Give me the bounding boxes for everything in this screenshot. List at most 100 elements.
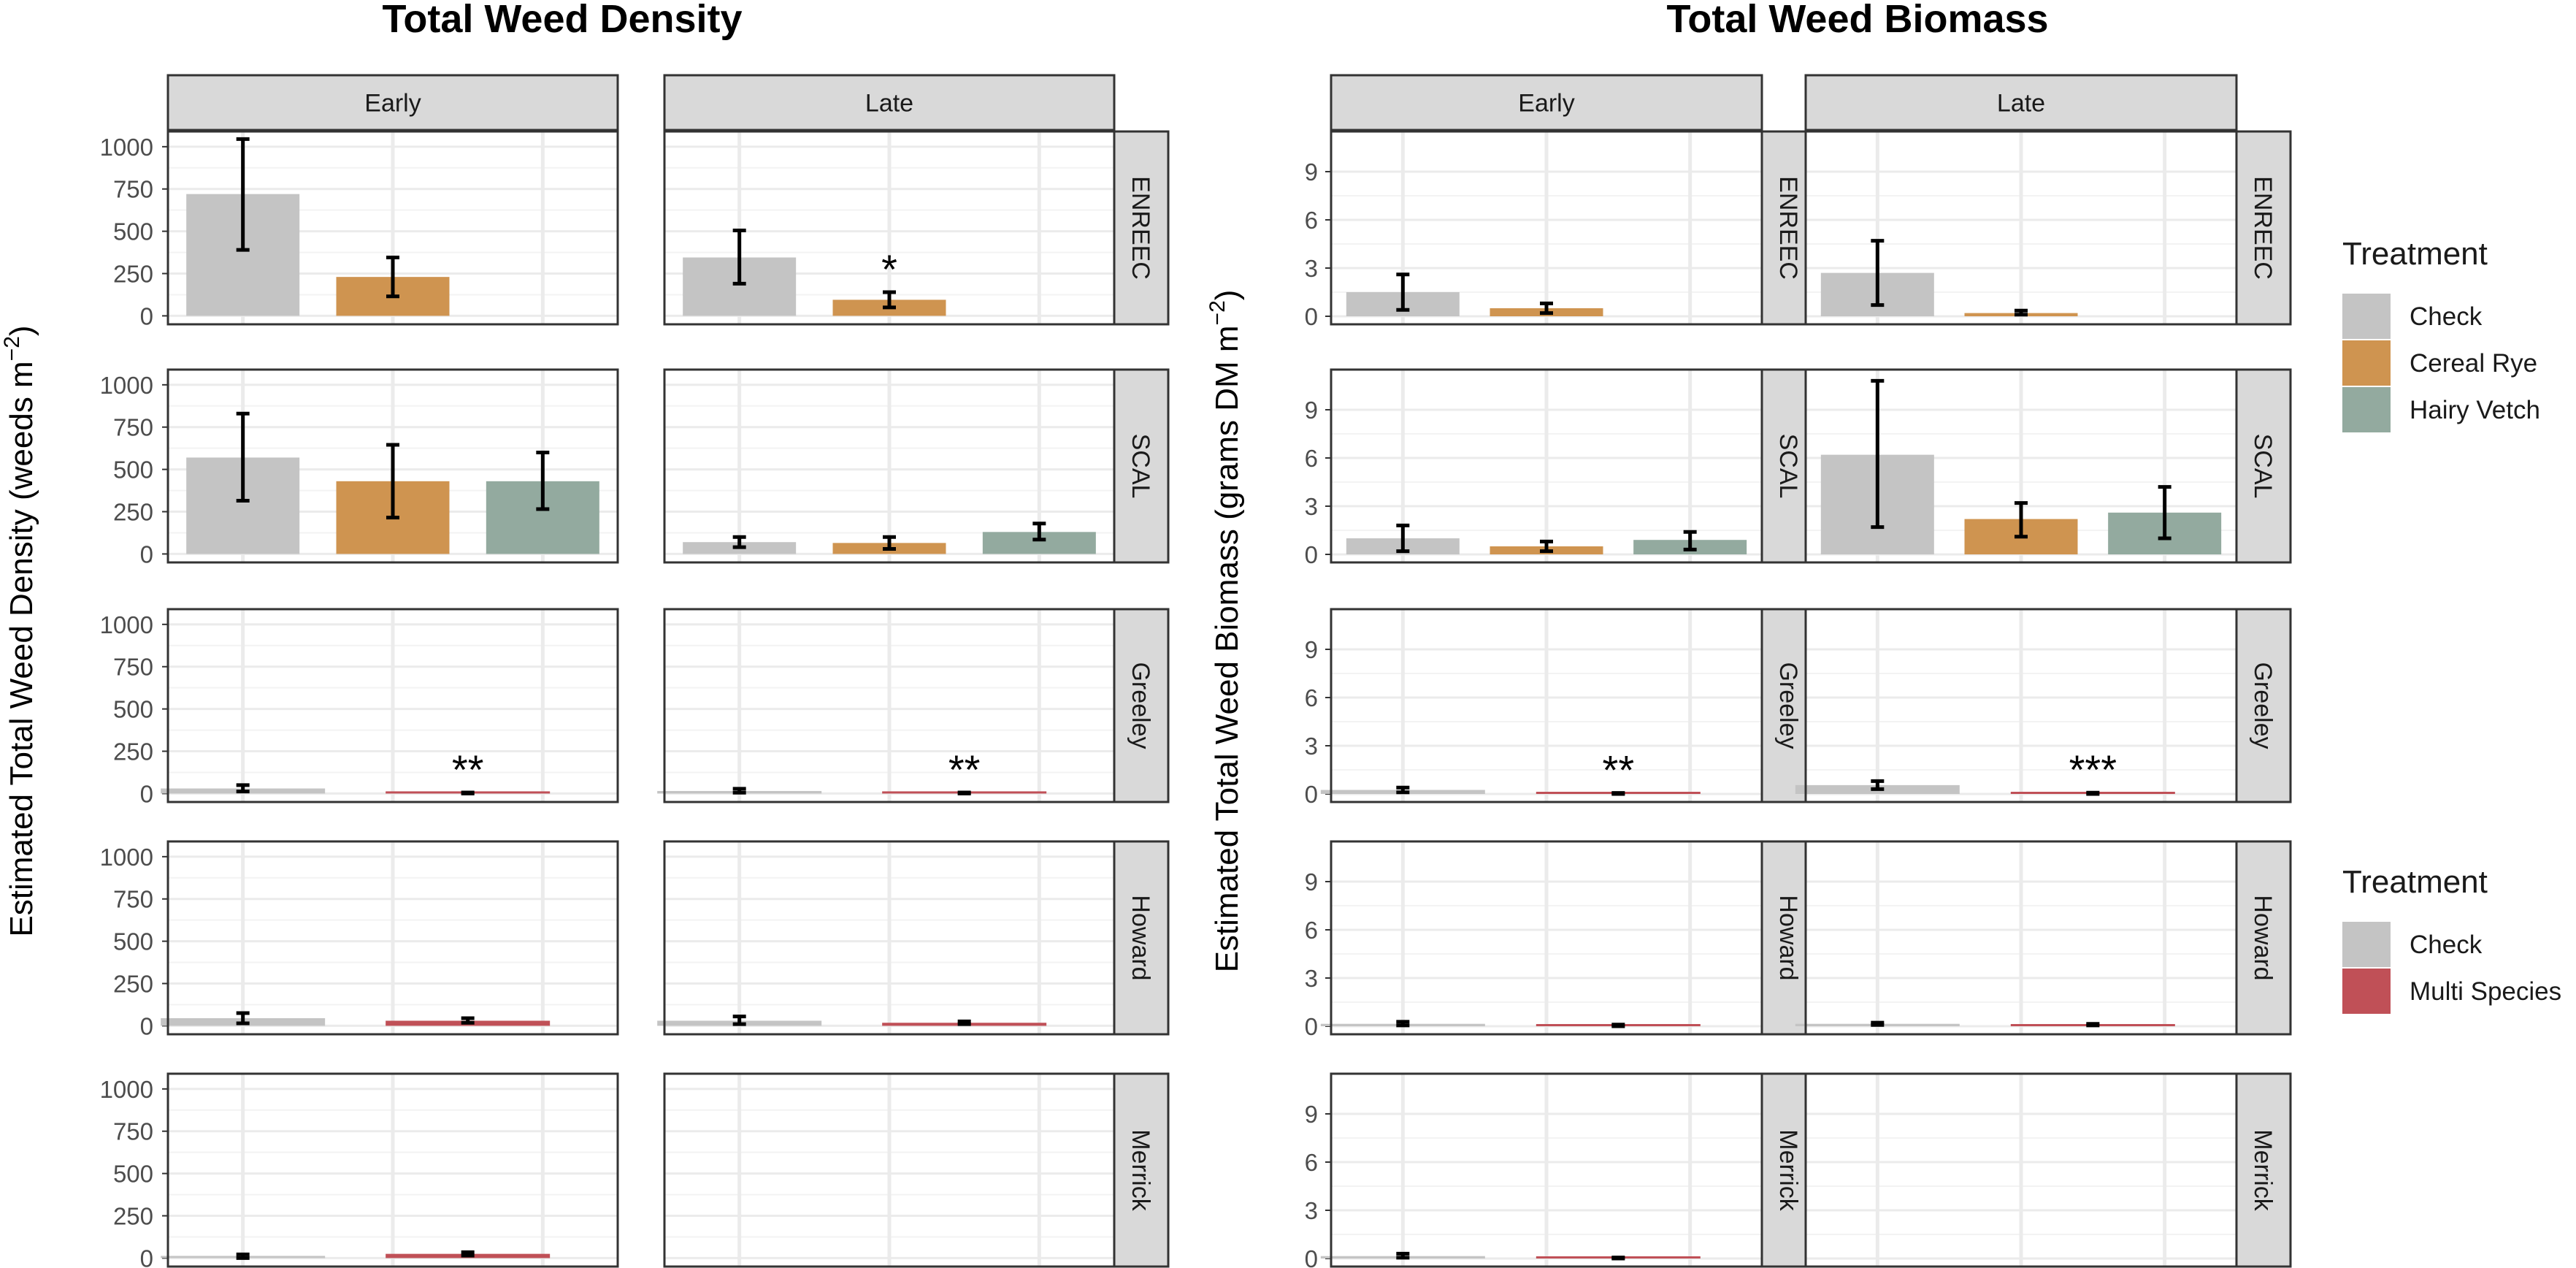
facet-strip-label: Howard [1127, 895, 1154, 980]
legend-label: Check [2410, 931, 2483, 959]
facet-strip-label: Greeley [1127, 662, 1154, 749]
facet-strip-label: ENREEC [2249, 176, 2277, 280]
panel-enreec-late: * [663, 130, 1116, 326]
panel-scal-early [1330, 368, 1763, 564]
y-tick-label: 0 [140, 302, 153, 329]
facet-strip-column [1804, 74, 2238, 131]
y-tick-label: 6 [1305, 445, 1318, 472]
panel-howard-late [1795, 840, 2238, 1036]
y-tick-label: 6 [1305, 1149, 1318, 1176]
y-tick-label: 0 [140, 780, 153, 807]
y-tick-label: 9 [1305, 397, 1318, 424]
panel-border [663, 130, 1116, 326]
facet-strip-label: ENREEC [1127, 176, 1154, 280]
y-tick-label: 3 [1305, 493, 1318, 520]
panel-border [166, 608, 619, 803]
legend-swatch [2342, 387, 2391, 432]
y-tick-label: 1000 [100, 372, 153, 399]
panel-greeley-early: ** [161, 608, 619, 803]
panel-border [663, 840, 1116, 1036]
y-axis-label: Estimated Total Weed Density (weeds m−2) [0, 325, 39, 936]
legend-label: Cereal Rye [2410, 349, 2537, 378]
legend-0: Treatment Check Cereal Rye Hairy Vetch [2342, 236, 2540, 432]
y-tick-label: 250 [113, 1203, 153, 1230]
chart-1: Total Weed Biomass Estimated Total Weed B… [1205, 0, 2292, 1268]
y-tick-label: 0 [140, 1245, 153, 1268]
panel-border [166, 1072, 619, 1268]
y-tick-label: 750 [113, 886, 153, 913]
panel-border [1330, 1072, 1763, 1268]
facet-strip-label: SCAL [1127, 434, 1154, 499]
legend-swatch [2342, 969, 2391, 1014]
legend-swatch [2342, 294, 2391, 339]
y-tick-label: 0 [1305, 541, 1318, 568]
y-tick-label: 250 [113, 971, 153, 998]
y-axis-label: Estimated Total Weed Biomass (grams DM m… [1205, 290, 1245, 973]
facet-strip-label: ENREEC [1774, 176, 1802, 280]
facet-strip-label: Howard [2249, 895, 2277, 980]
panel-border [1804, 130, 2238, 326]
panel-border [1804, 608, 2238, 803]
panel-border [166, 130, 619, 326]
panel-greeley-early: ** [1320, 608, 1763, 803]
facet-strip-label: Merrick [1774, 1129, 1802, 1211]
y-tick-label: 0 [140, 541, 153, 568]
y-tick-label: 6 [1305, 207, 1318, 234]
legend-swatch [2342, 922, 2391, 967]
panel-border [166, 840, 619, 1036]
panel-border [1330, 608, 1763, 803]
y-tick-label: 500 [113, 457, 153, 484]
y-tick-label: 3 [1305, 1197, 1318, 1224]
legend-1: Treatment Check Multi Species [2342, 864, 2561, 1014]
panel-scal-late [1804, 368, 2238, 564]
y-tick-label: 0 [1305, 303, 1318, 330]
facet-strip-row [2235, 1072, 2292, 1268]
facet-strip-label: Merrick [2249, 1129, 2277, 1211]
significance-label: ** [948, 746, 981, 792]
panel-border [166, 368, 619, 564]
panel-border [1330, 840, 1763, 1036]
y-tick-label: 750 [113, 1118, 153, 1145]
significance-label: * [881, 246, 897, 292]
y-tick-label: 0 [1305, 1013, 1318, 1040]
panel-border [663, 368, 1116, 564]
y-tick-label: 750 [113, 414, 153, 441]
y-tick-label: 6 [1305, 684, 1318, 711]
facet-strip-row [2235, 840, 2292, 1036]
panel-merrick-late [1804, 1072, 2238, 1268]
y-tick-label: 0 [1305, 1245, 1318, 1268]
significance-label: *** [2069, 746, 2117, 792]
legend-label: Check [2410, 302, 2483, 331]
facet-strip-label: Greeley [2249, 662, 2277, 749]
panel-greeley-late: *** [1795, 608, 2238, 803]
y-tick-label: 1000 [100, 844, 153, 871]
y-tick-label: 0 [140, 1012, 153, 1039]
y-tick-label: 1000 [100, 611, 153, 638]
y-tick-label: 750 [113, 654, 153, 681]
y-tick-label: 1000 [100, 134, 153, 161]
y-tick-label: 9 [1305, 158, 1318, 186]
facet-strip-label: Early [1518, 90, 1574, 118]
legend-title: Treatment [2342, 864, 2488, 900]
y-tick-label: 500 [113, 1161, 153, 1188]
panel-border [663, 608, 1116, 803]
y-tick-label: 750 [113, 176, 153, 203]
legend-swatch [2342, 340, 2391, 386]
chart-title: Total Weed Biomass [1666, 0, 2048, 41]
panel-border [1330, 368, 1763, 564]
panel-scal-late [663, 368, 1116, 564]
facet-strip-row [1113, 608, 1170, 803]
facet-strip-row [1113, 130, 1170, 326]
legend-label: Multi Species [2410, 977, 2561, 1006]
panel-merrick-early [1320, 1072, 1763, 1268]
y-tick-label: 0 [1305, 781, 1318, 808]
y-tick-label: 3 [1305, 733, 1318, 760]
y-tick-label: 9 [1305, 636, 1318, 663]
panel-border [1804, 1072, 2238, 1268]
significance-label: ** [452, 746, 484, 792]
facet-strip-row [2235, 368, 2292, 564]
panel-merrick-early [161, 1072, 619, 1268]
facet-strip-label: SCAL [1774, 434, 1802, 499]
chart-title: Total Weed Density [382, 0, 742, 41]
